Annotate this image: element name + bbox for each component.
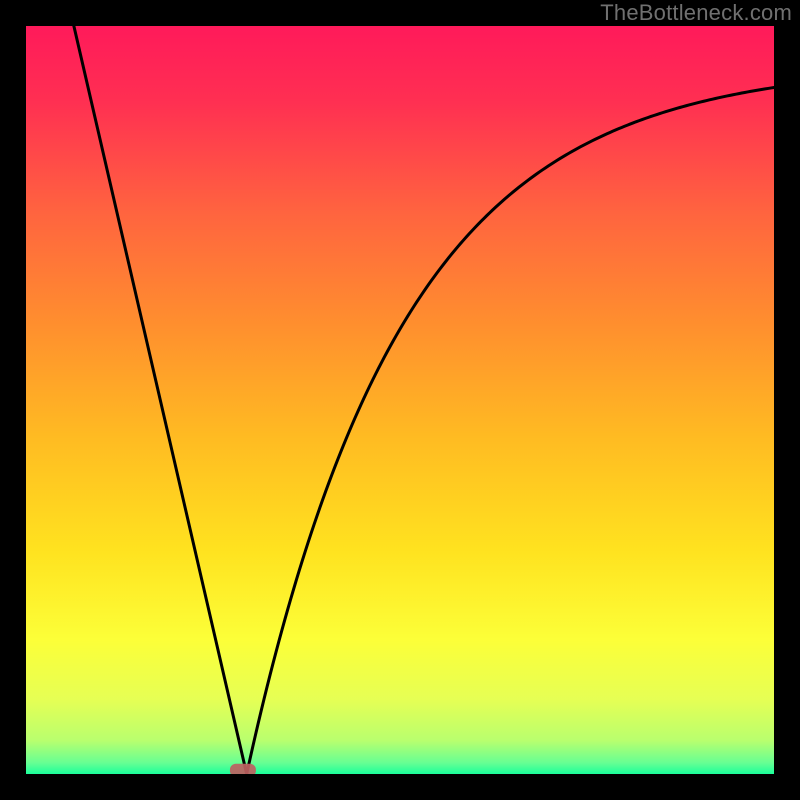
bottleneck-chart: TheBottleneck.com — [0, 0, 800, 800]
chart-canvas — [0, 0, 800, 800]
watermark-text: TheBottleneck.com — [600, 0, 792, 26]
